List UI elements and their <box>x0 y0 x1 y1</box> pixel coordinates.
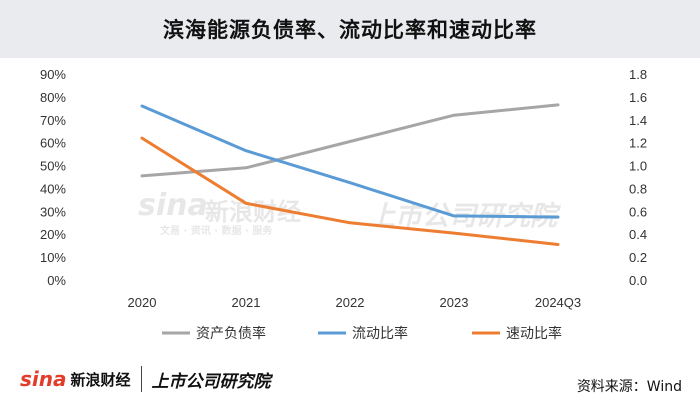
right-tick-label: 1.0 <box>629 159 647 174</box>
data-source: 资料来源：Wind <box>576 379 682 395</box>
right-tick-label: 0.4 <box>629 227 647 242</box>
left-tick-label: 40% <box>40 181 66 196</box>
sina-logo: sina <box>20 367 67 391</box>
footer-logo: sina 新浪财经 上市公司研究院 <box>20 364 271 394</box>
legend-label: 速动比率 <box>506 325 562 342</box>
legend-label: 资产负债率 <box>196 325 266 342</box>
logo-divider <box>140 366 142 392</box>
x-tick-label: 2020 <box>128 295 157 310</box>
left-tick-label: 10% <box>40 250 66 265</box>
left-tick-label: 30% <box>40 204 66 219</box>
left-tick-label: 90% <box>40 67 66 82</box>
left-tick-label: 0% <box>47 273 66 288</box>
series-line <box>140 103 560 178</box>
x-tick-label: 2021 <box>232 295 261 310</box>
sina-cn-logo: 新浪财经 <box>70 370 131 389</box>
right-tick-label: 1.8 <box>629 67 647 82</box>
left-axis: 0% 10% 20% 30% 40% 50% 60% 70% 80% 90% <box>40 67 66 288</box>
legend: 资产负债率 流动比率 速动比率 <box>162 325 562 342</box>
right-tick-label: 0.8 <box>629 181 647 196</box>
legend-label: 流动比率 <box>352 325 408 342</box>
left-tick-label: 50% <box>40 159 66 174</box>
left-tick-label: 20% <box>40 227 66 242</box>
chart-title: 滨海能源负债率、流动比率和速动比率 <box>163 18 537 42</box>
right-tick-label: 1.2 <box>629 136 647 151</box>
right-tick-label: 0.0 <box>629 273 647 288</box>
x-axis: 2020 2021 2022 2023 2024Q3 <box>128 295 582 310</box>
line-chart: 0%10%20%30%40%50%60%70%80%90% 0.00.20.40… <box>40 67 647 342</box>
right-tick-label: 0.2 <box>629 250 647 265</box>
left-tick-label: 80% <box>40 90 66 105</box>
series-line <box>140 136 560 246</box>
left-tick-label: 70% <box>40 113 66 128</box>
series-lines <box>140 103 560 246</box>
x-tick-label: 2023 <box>440 295 469 310</box>
right-tick-label: 0.6 <box>629 204 647 219</box>
sss-logo: 上市公司研究院 <box>151 371 271 392</box>
x-tick-label: 2022 <box>336 295 365 310</box>
series-line <box>140 104 560 219</box>
title-bar <box>0 0 700 58</box>
left-tick-label: 60% <box>40 136 66 151</box>
right-tick-label: 1.4 <box>629 113 647 128</box>
right-tick-label: 1.6 <box>629 90 647 105</box>
right-axis: 0.0 0.2 0.4 0.6 0.8 1.0 1.2 1.4 1.6 1.8 <box>629 67 647 288</box>
x-tick-label: 2024Q3 <box>535 295 581 310</box>
